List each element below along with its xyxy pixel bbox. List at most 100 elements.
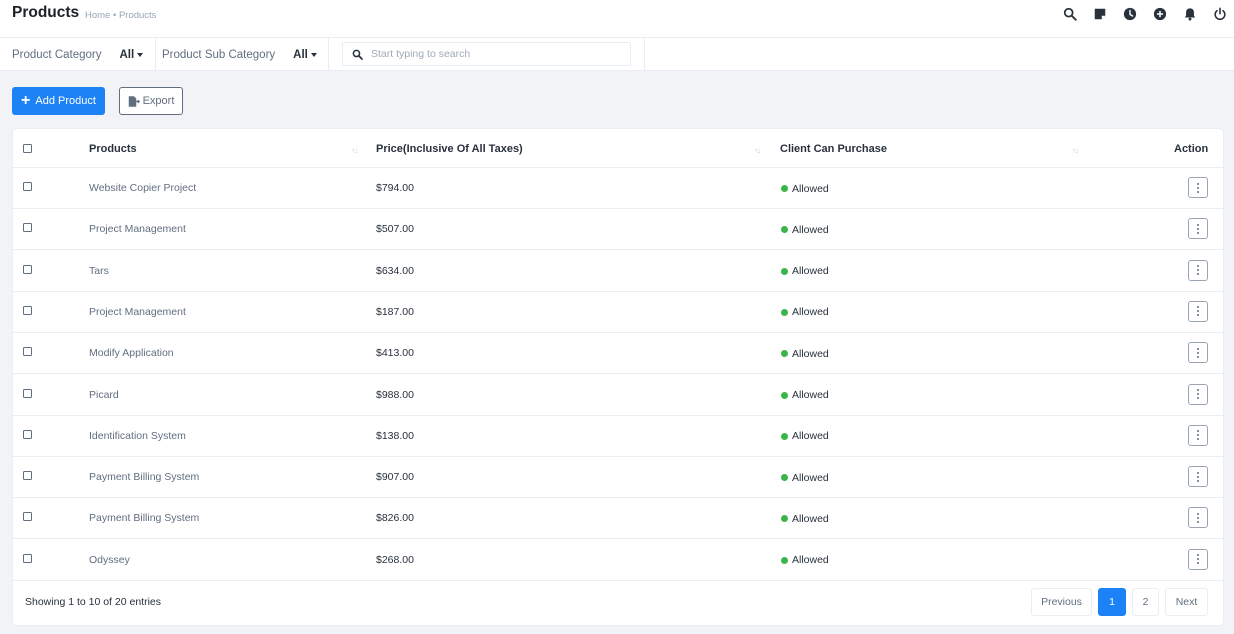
bell-icon[interactable] [1182,6,1198,22]
row-action-button[interactable] [1188,177,1208,198]
status-dot-icon [781,474,788,482]
row-checkbox[interactable] [23,471,32,481]
row-action-button[interactable] [1188,466,1208,488]
table-row: Project Management $507.00 Allowed [13,209,1223,251]
row-action-button[interactable] [1188,507,1208,529]
more-vertical-icon [1197,471,1199,483]
table-row: Payment Billing System $826.00 Allowed [13,498,1223,540]
category-filter: Product Category All [12,38,144,71]
previous-page-button[interactable]: Previous [1031,588,1092,616]
product-price: $826.00 [376,512,414,525]
status-dot-icon [781,432,788,440]
status-label: Allowed [792,554,829,567]
row-action-button[interactable] [1188,342,1208,364]
top-header: Products Home • Products [0,0,1234,38]
row-checkbox[interactable] [23,553,32,563]
product-name: Website Copier Project [89,182,197,194]
table-header: Products ↑↓ Price(Inclusive Of All Taxes… [13,129,1223,168]
add-product-button[interactable]: + Add Product [12,87,105,115]
subcategory-filter-dropdown[interactable]: All [293,49,317,61]
column-header-price[interactable]: Price(Inclusive Of All Taxes) [376,143,523,155]
subcategory-filter-value: All [293,48,308,61]
sticky-note-icon[interactable] [1092,6,1108,22]
table-row: Picard $988.00 Allowed [13,375,1223,416]
row-action-button[interactable] [1188,383,1208,405]
row-action-button[interactable] [1188,218,1208,240]
status-badge: Allowed [781,416,829,457]
product-price: $413.00 [376,347,414,360]
power-icon[interactable] [1212,6,1228,22]
page-1-button[interactable]: 1 [1098,588,1126,616]
search-input[interactable] [371,48,621,60]
more-vertical-icon [1197,553,1199,565]
row-action-button[interactable] [1188,424,1208,446]
status-label: Allowed [792,306,829,319]
clock-icon[interactable] [1122,6,1138,22]
export-button[interactable]: Export [119,87,183,115]
row-checkbox[interactable] [23,305,32,315]
status-label: Allowed [792,223,829,236]
table-row: Tars $634.00 Allowed [13,251,1223,292]
sort-icon[interactable]: ↑↓ [351,146,358,155]
product-price: $507.00 [376,223,414,236]
product-price: $794.00 [376,182,414,194]
status-dot-icon [781,391,788,399]
status-dot-icon [781,308,788,316]
select-all-checkbox[interactable] [23,144,32,153]
status-dot-icon [781,226,788,234]
file-export-icon [128,95,140,107]
product-price: $634.00 [376,264,414,277]
row-action-button[interactable] [1188,300,1208,322]
column-header-products[interactable]: Products [89,143,137,155]
status-label: Allowed [792,512,829,525]
row-checkbox[interactable] [23,182,32,191]
row-checkbox[interactable] [23,388,32,398]
more-vertical-icon [1197,347,1199,359]
row-action-button[interactable] [1188,548,1208,570]
subcategory-filter-label: Product Sub Category [162,48,276,61]
table-row: Project Management $187.00 Allowed [13,292,1223,333]
status-label: Allowed [792,430,829,443]
row-checkbox[interactable] [23,347,32,357]
table-row: Identification System $138.00 Allowed [13,416,1223,457]
table-row: Odyssey $268.00 Allowed [13,540,1223,581]
row-checkbox[interactable] [23,429,32,439]
search-icon [343,43,371,65]
more-vertical-icon [1197,223,1199,235]
product-name: Identification System [89,429,186,442]
header-icons [1048,6,1228,22]
page-2-button[interactable]: 2 [1132,588,1159,616]
search-icon[interactable] [1062,6,1078,22]
plus-circle-icon[interactable] [1152,6,1168,22]
status-label: Allowed [792,265,829,278]
status-badge: Allowed [781,457,829,498]
product-name: Project Management [89,305,186,318]
search-box [342,42,631,66]
entries-info: Showing 1 to 10 of 20 entries [25,596,162,608]
page-title: Products [12,4,80,21]
next-page-button[interactable]: Next [1165,588,1208,616]
row-checkbox[interactable] [23,512,32,522]
status-label: Allowed [792,471,829,484]
status-dot-icon [781,267,788,275]
status-label: Allowed [792,182,829,195]
sort-icon[interactable]: ↑↓ [754,146,761,155]
product-price: $988.00 [376,388,414,401]
status-dot-icon [781,515,788,523]
column-header-client-can-purchase[interactable]: Client Can Purchase [780,143,887,155]
divider [328,38,329,71]
row-action-button[interactable] [1188,259,1208,281]
filter-bar: Product Category All Product Sub Categor… [0,38,1234,71]
plus-icon: + [21,92,31,109]
row-checkbox[interactable] [23,264,32,274]
row-checkbox[interactable] [23,223,32,233]
status-badge: Allowed [781,498,829,539]
product-name: Picard [89,388,119,401]
divider [644,38,645,71]
sort-icon[interactable]: ↑↓ [1072,146,1079,155]
more-vertical-icon [1197,305,1199,317]
category-filter-dropdown[interactable]: All [120,49,144,61]
status-badge: Allowed [781,375,829,416]
more-vertical-icon [1197,264,1199,276]
product-price: $138.00 [376,429,414,442]
